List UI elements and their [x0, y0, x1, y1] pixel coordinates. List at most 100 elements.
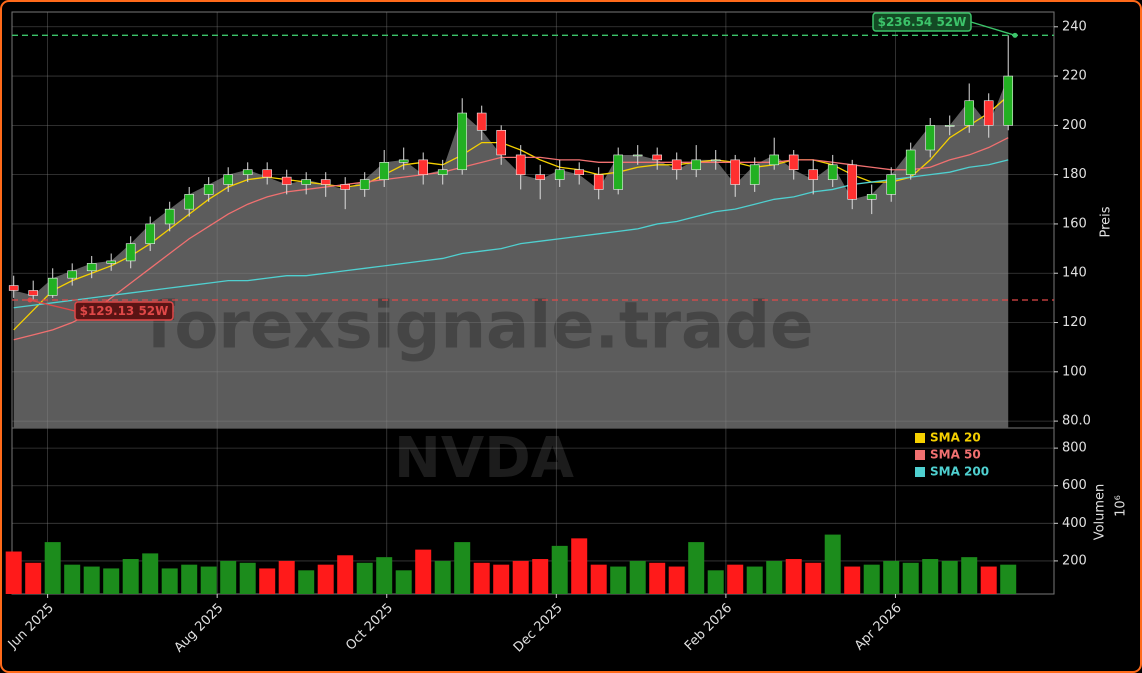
- volume-bar: [863, 564, 880, 594]
- candle-body: [8, 285, 19, 291]
- y-axis-label: Preis: [1099, 206, 1114, 237]
- volume-bar: [610, 566, 627, 594]
- arrow-head: [1012, 32, 1018, 38]
- candle-body: [671, 159, 682, 171]
- volume-bar: [44, 542, 61, 594]
- y-tick-label: 200: [1062, 118, 1087, 133]
- volume-bar: [5, 551, 22, 594]
- sma-line: [13, 159, 1009, 309]
- candle-body: [652, 154, 663, 161]
- candle-body: [535, 174, 546, 180]
- volume-bar: [551, 545, 568, 594]
- y-tick-label: 400: [1062, 516, 1087, 531]
- volume-bar: [278, 560, 295, 594]
- volume-bar: [25, 562, 42, 594]
- volume-bar: [239, 562, 256, 594]
- legend-swatch: [915, 433, 925, 443]
- watermark: forexsignale.trade: [147, 290, 814, 364]
- annotation-label: $129.13 52W: [80, 304, 169, 318]
- candle-body: [554, 169, 565, 180]
- volume-bar: [454, 542, 471, 594]
- arrow-head: [27, 297, 33, 303]
- candle-body: [593, 174, 604, 190]
- candle-body: [164, 208, 175, 225]
- candle-body: [340, 184, 351, 190]
- candle-body: [86, 263, 97, 272]
- candle-body: [28, 290, 38, 296]
- volume-bar: [980, 566, 997, 594]
- annotation-arrow: [970, 21, 1016, 36]
- volume-bar: [103, 568, 120, 594]
- volume-bar: [961, 557, 978, 594]
- candle-body: [574, 169, 585, 175]
- volume-bar: [766, 560, 783, 594]
- volume-bar: [317, 564, 334, 594]
- y-tick-label: 800: [1062, 441, 1087, 456]
- volume-bar: [512, 560, 529, 594]
- volume-bar: [395, 570, 412, 594]
- axis-offset: 10⁶: [1114, 495, 1129, 517]
- candle-body: [476, 112, 487, 131]
- candle-body: [710, 159, 721, 162]
- volume-bar: [64, 564, 81, 594]
- candle-body: [398, 159, 409, 163]
- volume-bar: [142, 553, 159, 594]
- volume-bar: [356, 562, 373, 594]
- candle-body: [125, 243, 136, 262]
- candle-body: [242, 169, 253, 175]
- candle-body: [67, 270, 77, 279]
- legend-label: SMA 20: [930, 431, 981, 445]
- watermark: NVDA: [394, 426, 575, 491]
- candle-body: [379, 162, 390, 180]
- y-axis-label: Volumen: [1093, 484, 1108, 541]
- volume-bar: [181, 564, 198, 594]
- y-tick-label: 80.0: [1062, 414, 1091, 429]
- volume-bar: [298, 570, 315, 594]
- annotation-label: $236.54 52W: [878, 15, 967, 29]
- candle-body: [866, 194, 877, 200]
- candle-body: [847, 164, 858, 200]
- y-tick-label: 600: [1062, 478, 1087, 493]
- volume-bar: [649, 562, 666, 594]
- volume-bar: [220, 560, 237, 594]
- volume-bar: [161, 568, 178, 594]
- candle-body: [496, 129, 507, 156]
- volume-bar: [746, 566, 763, 594]
- candle-body: [320, 179, 331, 185]
- legend-label: SMA 200: [930, 465, 989, 479]
- candle-body: [944, 125, 955, 127]
- candle-body: [613, 154, 624, 190]
- y-tick-label: 200: [1062, 553, 1087, 568]
- volume-bar: [493, 564, 510, 594]
- annotation-arrow: [29, 299, 76, 312]
- volume-bar: [83, 566, 100, 594]
- volume-bar: [785, 559, 802, 594]
- volume-bar: [122, 559, 139, 594]
- candle-body: [223, 174, 234, 185]
- candle-body: [457, 112, 468, 171]
- volume-bar: [473, 562, 490, 594]
- candle-body: [749, 164, 760, 185]
- volume-bar: [844, 566, 861, 594]
- candle-body: [769, 154, 780, 166]
- volume-bar: [434, 560, 451, 594]
- candle-body: [983, 100, 994, 126]
- volume-bar: [415, 549, 432, 594]
- candle-body: [827, 164, 838, 180]
- sma-line: [13, 137, 1009, 341]
- volume-bar: [824, 534, 841, 594]
- volume-bar: [532, 559, 549, 594]
- candle-body: [632, 154, 643, 157]
- volume-bar: [1000, 564, 1017, 594]
- volume-bar: [590, 564, 607, 594]
- candle-body: [730, 159, 741, 185]
- legend-swatch: [915, 467, 925, 477]
- volume-bar: [941, 560, 958, 594]
- volume-bar: [883, 560, 900, 594]
- y-tick-label: 180: [1062, 167, 1087, 182]
- candle-body: [301, 179, 312, 185]
- candle-body: [281, 176, 292, 185]
- candle-body: [808, 169, 819, 180]
